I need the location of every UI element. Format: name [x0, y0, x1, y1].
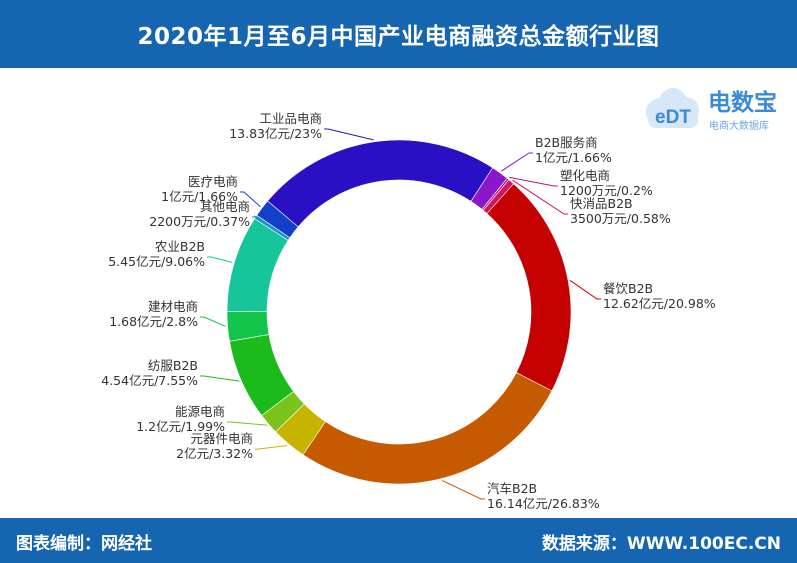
slice-value-11: 1亿元/1.66%: [161, 189, 238, 204]
chart-labels: B2B服务商 1亿元/1.66%塑化电商 1200万元/0.2%快消品B2B 3500…: [101, 111, 716, 511]
leader-line-5: [255, 445, 288, 450]
slice-value-5: 2亿元/3.32%: [176, 446, 253, 461]
leader-line-0: [500, 152, 533, 172]
slice-name-1: 塑化电商: [560, 168, 610, 183]
chart-title: 2020年1月至6月中国产业电商融资总金额行业图: [137, 24, 660, 50]
slice-label-5: 元器件电商 2亿元/3.32%: [176, 431, 253, 461]
slice-3: [486, 183, 572, 392]
leader-line-7: [200, 375, 240, 382]
slice-name-11: 医疗电商: [188, 174, 238, 189]
logo-name: 电数宝: [708, 89, 777, 116]
slice-value-7: 4.54亿元/7.55%: [101, 373, 198, 388]
logo-subtitle: 电商大数据库: [709, 119, 769, 132]
slice-name-7: 纺服B2B: [148, 358, 198, 373]
slice-name-6: 能源电商: [175, 404, 225, 419]
slice-label-0: B2B服务商 1亿元/1.66%: [535, 135, 612, 165]
chart-header: 2020年1月至6月中国产业电商融资总金额行业图: [0, 0, 797, 68]
leader-line-9: [207, 256, 233, 263]
slice-value-12: 13.83亿元/23%: [229, 126, 322, 141]
slice-label-9: 农业B2B 5.45亿元/9.06%: [108, 239, 205, 269]
slice-name-0: B2B服务商: [535, 135, 598, 150]
slice-label-12: 工业品电商 13.83亿元/23%: [229, 111, 322, 141]
slice-name-5: 元器件电商: [190, 431, 253, 446]
footer-compiler: 图表编制：网经社: [16, 534, 152, 554]
slice-value-8: 1.68亿元/2.8%: [109, 314, 198, 329]
slice-value-1: 1200万元/0.2%: [560, 183, 653, 198]
slice-label-6: 能源电商 1.2亿元/1.99%: [136, 404, 225, 434]
slice-value-3: 12.62亿元/20.98%: [603, 296, 716, 311]
slice-name-2: 快消品B2B: [570, 196, 633, 211]
slice-value-9: 5.45亿元/9.06%: [108, 254, 205, 269]
slice-name-8: 建材电商: [148, 299, 198, 314]
footer-source: 数据来源：WWW.100EC.CN: [541, 534, 781, 554]
slice-label-3: 餐饮B2B 12.62亿元/20.98%: [603, 281, 716, 311]
leader-line-3: [569, 280, 601, 300]
leader-line-2: [512, 179, 568, 215]
edt-logo: eDT 电数宝 电商大数据库: [646, 88, 777, 132]
chart-footer: 图表编制：网经社 数据来源：WWW.100EC.CN: [0, 518, 797, 563]
leader-line-4: [442, 480, 485, 500]
slice-name-10: 其他电商: [200, 199, 250, 214]
leader-line-11: [240, 191, 261, 208]
leader-line-6: [227, 421, 267, 426]
slice-label-1: 塑化电商 1200万元/0.2%: [560, 168, 653, 198]
logo-icon-text: eDT: [655, 107, 691, 128]
leader-line-10: [252, 215, 258, 218]
leader-line-1: [509, 176, 558, 187]
slice-label-10: 其他电商 2200万元/0.37%: [149, 199, 250, 229]
slice-value-0: 1亿元/1.66%: [535, 150, 612, 165]
slice-label-8: 建材电商 1.68亿元/2.8%: [109, 299, 198, 329]
slice-label-7: 纺服B2B 4.54亿元/7.55%: [101, 358, 198, 388]
slice-name-4: 汽车B2B: [487, 481, 537, 496]
slice-name-12: 工业品电商: [259, 111, 322, 126]
donut-chart: B2B服务商 1亿元/1.66%塑化电商 1200万元/0.2%快消品B2B 3500…: [101, 111, 716, 511]
leader-line-12: [324, 128, 374, 141]
slice-label-2: 快消品B2B 3500万元/0.58%: [570, 196, 671, 226]
slice-4: [302, 372, 553, 485]
slice-label-4: 汽车B2B 16.14亿元/26.83%: [487, 481, 600, 511]
slice-value-10: 2200万元/0.37%: [149, 214, 250, 229]
slice-label-11: 医疗电商 1亿元/1.66%: [161, 174, 238, 204]
slice-value-2: 3500万元/0.58%: [570, 211, 671, 226]
slice-name-9: 农业B2B: [155, 239, 205, 254]
chart-slices: [226, 139, 572, 485]
slice-value-4: 16.14亿元/26.83%: [487, 496, 600, 511]
leader-line-8: [200, 316, 226, 327]
slice-value-6: 1.2亿元/1.99%: [136, 419, 225, 434]
slice-name-3: 餐饮B2B: [603, 281, 653, 296]
slice-12: [267, 139, 494, 228]
cloud-icon: [646, 88, 699, 128]
